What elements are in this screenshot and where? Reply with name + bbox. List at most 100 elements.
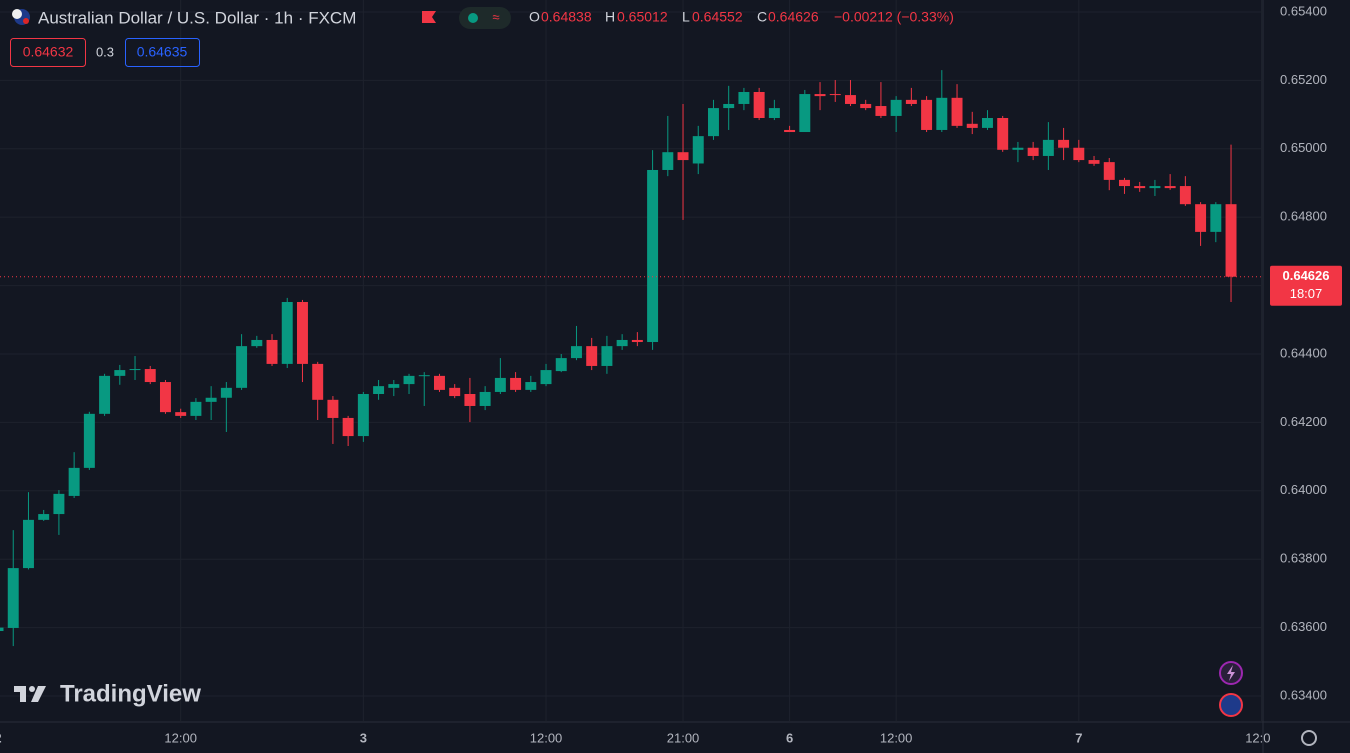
candle-body [129, 369, 141, 371]
candle-body [114, 370, 126, 376]
x-tick-label: 12:00 [164, 730, 197, 745]
change: −0.00212 (−0.33%) [834, 9, 954, 25]
candle-body [236, 346, 248, 388]
ohlc-value: 0.65012 [617, 9, 668, 25]
x-tick-label: 6 [786, 730, 793, 745]
candle-body [677, 152, 689, 161]
candle-body [0, 627, 4, 632]
candle-body [1058, 139, 1070, 148]
candle-body [83, 413, 95, 468]
candle-body [68, 467, 80, 496]
ohlc-label: L [682, 9, 690, 25]
candle-body [860, 103, 872, 109]
candle-body [403, 375, 415, 385]
candle-body [1103, 162, 1115, 180]
candle-body [1210, 204, 1222, 232]
logo-mark [14, 686, 46, 702]
candle-body [1088, 160, 1100, 164]
events-bolt [1227, 665, 1235, 681]
candle-body [875, 106, 887, 116]
ohlc-value: 0.64552 [692, 9, 743, 25]
candle-body [905, 99, 917, 104]
market-open-dot [468, 13, 478, 23]
candle-body [388, 384, 400, 388]
news-icon[interactable] [1219, 693, 1243, 717]
candle-body [525, 382, 537, 390]
candle-body [570, 346, 582, 359]
candle-body [510, 377, 522, 390]
candle-body [266, 339, 278, 364]
candle-body [175, 412, 187, 416]
candle-body [312, 363, 324, 400]
x-tick-label: 21:00 [667, 730, 700, 745]
candle-body [631, 339, 643, 343]
candle-body [784, 129, 796, 133]
candle-body [144, 369, 156, 383]
candle-body [449, 387, 461, 397]
candle-body [159, 382, 171, 413]
candle-body [38, 514, 50, 520]
y-tick-label: 0.64800 [1280, 209, 1327, 224]
candle-body [966, 123, 978, 128]
settings-icon[interactable] [1301, 730, 1317, 746]
candle-body [799, 94, 811, 133]
candle-body [220, 387, 232, 398]
candle-body [768, 108, 780, 118]
candle-body [357, 394, 369, 437]
candle-body [190, 401, 202, 416]
status-icon: ≈ [492, 9, 499, 24]
candle-body [753, 92, 765, 118]
y-tick-label: 0.65200 [1280, 72, 1327, 87]
candle-body [829, 94, 841, 96]
y-tick-label: 0.64400 [1280, 345, 1327, 360]
symbol-title: Australian Dollar / U.S. Dollar · 1h · F… [38, 8, 356, 27]
candle-body [814, 94, 826, 97]
candle-body [844, 95, 856, 104]
candle-body [99, 375, 111, 414]
candle-body [494, 377, 506, 392]
candle-body [981, 117, 993, 128]
candle-body [1179, 186, 1191, 205]
ohlc-value: 0.64838 [541, 9, 592, 25]
candle-body [418, 375, 430, 377]
sell-price: 0.64632 [23, 44, 74, 60]
y-tick-label: 0.63800 [1280, 551, 1327, 566]
buy-button[interactable] [125, 38, 200, 67]
candle-body [1195, 204, 1207, 232]
candle-body [997, 117, 1009, 150]
sell-button[interactable] [10, 38, 86, 67]
candle-body [1149, 186, 1161, 189]
flag-icon[interactable] [422, 11, 436, 23]
status-pill[interactable] [459, 7, 511, 29]
candle-body [373, 386, 385, 395]
candle-body [7, 568, 19, 628]
candle-body [1042, 139, 1054, 156]
countdown: 18:07 [1290, 286, 1323, 301]
candle-body [707, 108, 719, 137]
y-tick-label: 0.63600 [1280, 619, 1327, 634]
y-tick-label: 0.65400 [1280, 3, 1327, 18]
candle-body [1118, 179, 1130, 187]
spread: 0.3 [96, 44, 114, 59]
last-price-tag [1270, 265, 1342, 306]
candle-body [540, 370, 552, 385]
ohlc-label: C [757, 9, 767, 25]
candle-body [1134, 186, 1146, 189]
candle-body [936, 97, 948, 130]
candle-body [479, 391, 491, 406]
candle-body [296, 302, 308, 364]
candle-body [723, 103, 735, 109]
candle-body [951, 97, 963, 126]
ohlc-value: 0.64626 [768, 9, 819, 25]
candle-body [921, 99, 933, 130]
logo-text: TradingView [60, 680, 201, 707]
candle-body [327, 399, 339, 418]
ohlc-label: O [529, 9, 540, 25]
x-tick-label: 3 [360, 730, 367, 745]
candle-body [251, 339, 263, 347]
candle-body [1225, 204, 1237, 277]
candle-body [662, 152, 674, 170]
candle-body [601, 346, 613, 366]
ohlc-label: H [605, 9, 615, 25]
